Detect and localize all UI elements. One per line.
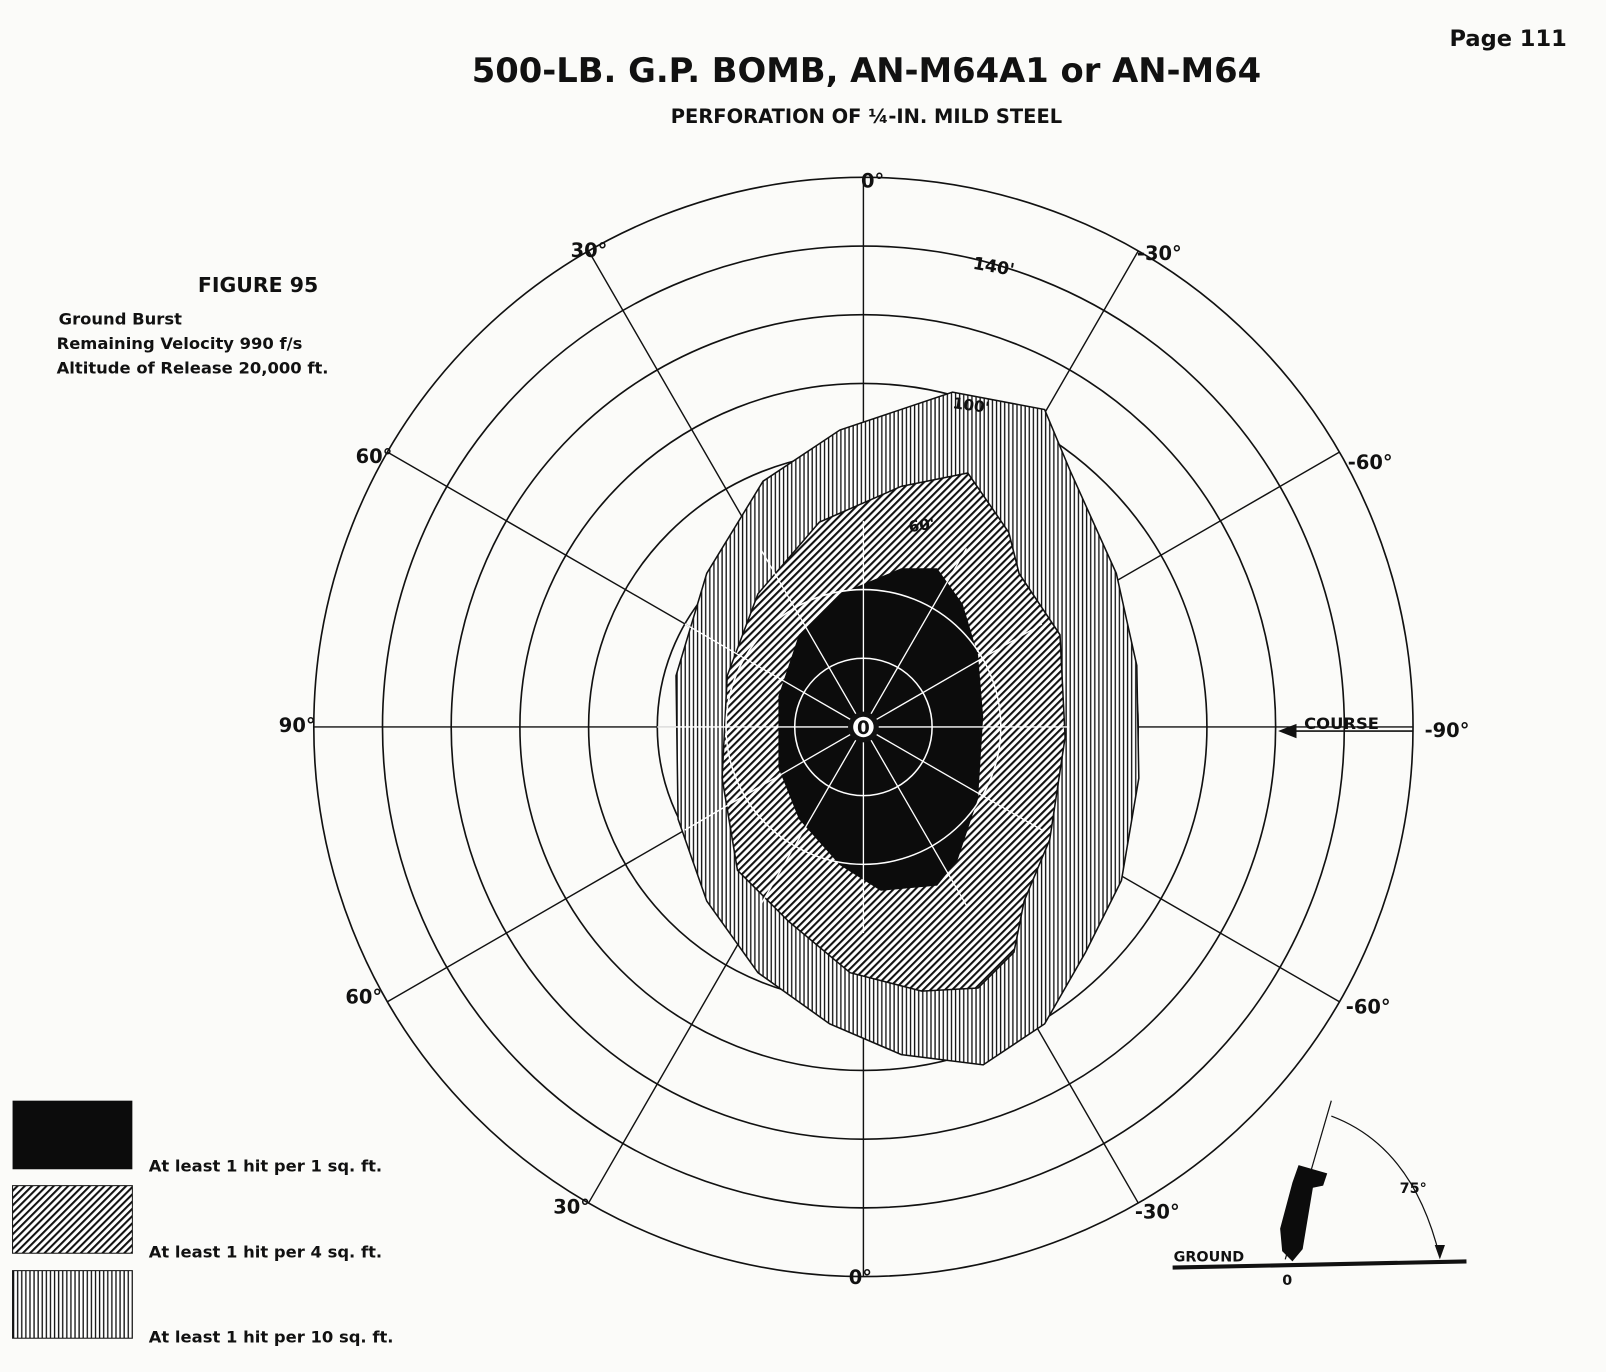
title: 500-LB. G.P. BOMB, AN-M64A1 or AN-M64 bbox=[472, 51, 1261, 90]
figure-note: Ground Burst bbox=[59, 310, 182, 329]
legend-label: At least 1 hit per 4 sq. ft. bbox=[149, 1242, 382, 1261]
center-mark bbox=[853, 716, 874, 738]
figure-note: Remaining Velocity 990 f/s bbox=[57, 334, 303, 353]
range-ring bbox=[793, 657, 933, 797]
angle-arrow bbox=[1434, 1245, 1445, 1260]
figure-note: Altitude of Release 20,000 ft. bbox=[57, 359, 329, 378]
angle-label: 60° bbox=[345, 985, 382, 1008]
range-label: 60' bbox=[907, 515, 935, 536]
angle-label: 0° bbox=[849, 1266, 872, 1289]
origin-label: 0 bbox=[1282, 1273, 1292, 1289]
bomb bbox=[1280, 1165, 1328, 1262]
angle-label: 30° bbox=[571, 239, 608, 262]
angle-arc bbox=[1331, 1115, 1441, 1258]
ground-line bbox=[1172, 1259, 1467, 1270]
angle-label: -30° bbox=[1137, 242, 1182, 265]
angle-label: 75° bbox=[1400, 1181, 1427, 1197]
angle-label: 90° bbox=[279, 714, 316, 737]
legend-label: At least 1 hit per 10 sq. ft. bbox=[149, 1327, 394, 1346]
legend-swatch bbox=[12, 1185, 133, 1254]
range-label: 100' bbox=[952, 394, 991, 417]
legend-swatch bbox=[12, 1270, 133, 1339]
angle-label: 60° bbox=[356, 445, 393, 468]
ground-label: GROUND bbox=[1174, 1249, 1245, 1265]
course-label: COURSE bbox=[1304, 714, 1379, 733]
angle-label: -90° bbox=[1425, 719, 1470, 742]
center-label: 0 bbox=[857, 718, 870, 739]
zone-1sqft bbox=[778, 568, 984, 891]
subtitle: PERFORATION OF ¼-IN. MILD STEEL bbox=[671, 105, 1062, 128]
angle-label: -60° bbox=[1348, 451, 1393, 474]
range-ring bbox=[725, 588, 1002, 866]
angle-label: 30° bbox=[553, 1195, 590, 1218]
page-number: Page 111 bbox=[1449, 26, 1566, 52]
range-label: 140' bbox=[971, 254, 1015, 281]
legend-label: At least 1 hit per 1 sq. ft. bbox=[149, 1156, 382, 1175]
angle-label: -60° bbox=[1346, 996, 1391, 1019]
legend-swatch bbox=[12, 1100, 133, 1170]
figure-label: FIGURE 95 bbox=[198, 273, 318, 297]
angle-label: 0° bbox=[861, 169, 884, 192]
course-arrow-head bbox=[1278, 723, 1297, 739]
angle-label: -30° bbox=[1135, 1200, 1180, 1223]
